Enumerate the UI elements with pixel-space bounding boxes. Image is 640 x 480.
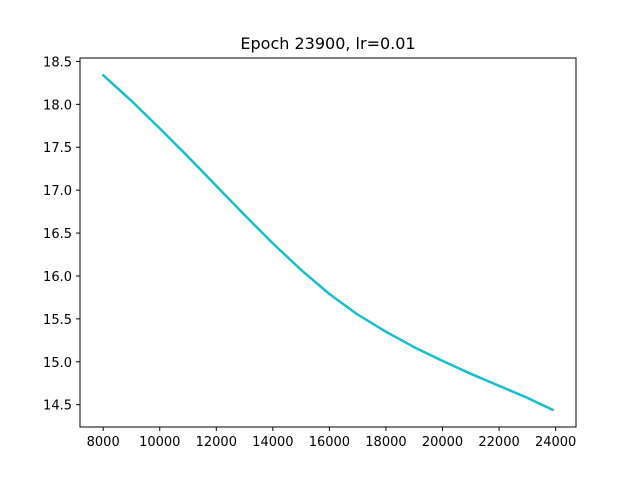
series-layer [101,73,555,412]
x-tick-label: 24000 [535,435,576,450]
x-tick-label: 20000 [422,435,463,450]
y-tick-label: 18.0 [43,98,72,113]
y-tick-label: 14.5 [43,399,72,414]
x-tick-label: 14000 [252,435,293,450]
x-tick-label: 12000 [196,435,237,450]
y-tick-label: 16.5 [43,227,72,242]
chart-title: Epoch 23900, lr=0.01 [240,34,415,53]
plot-area-frame [79,57,577,428]
y-tick-label: 18.5 [43,55,72,70]
x-axis: 8000 10000 12000 14000 16000 18000 20000 22000 2… [87,427,576,450]
y-tick-label: 16.0 [43,270,72,285]
y-tick-label: 17.0 [43,184,72,199]
x-tick-label: 22000 [478,435,519,450]
y-tick-label: 15.0 [43,356,72,371]
series-line-0 [101,73,555,412]
x-tick-label: 18000 [365,435,406,450]
y-tick-label: 15.5 [43,313,72,328]
x-tick-label: 16000 [309,435,350,450]
y-axis: 14.5 15.0 15.5 16.0 16.5 17.0 17.5 18.0 18.5 [43,55,80,414]
y-tick-label: 17.5 [43,141,72,156]
x-tick-label: 8000 [87,435,120,450]
x-tick-label: 10000 [139,435,180,450]
